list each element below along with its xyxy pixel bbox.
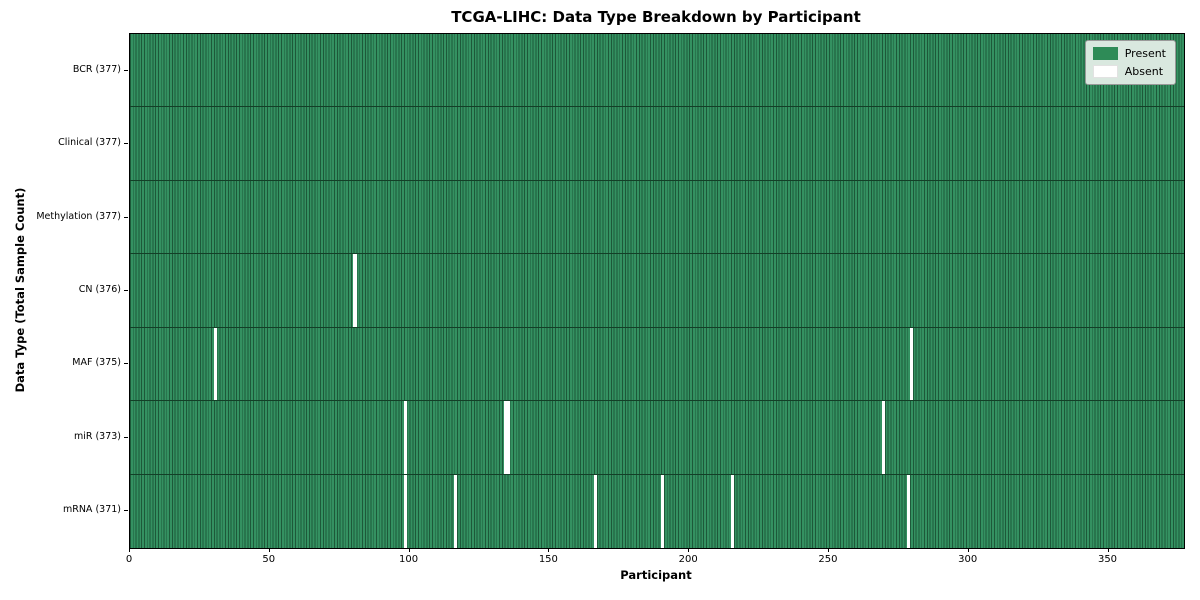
absent-marker bbox=[660, 474, 665, 548]
present-swatch-icon bbox=[1092, 47, 1118, 60]
x-tick-label: 100 bbox=[399, 554, 419, 565]
x-tick-label: 250 bbox=[818, 554, 838, 565]
x-tick-label: 150 bbox=[538, 554, 558, 565]
absent-marker bbox=[907, 474, 911, 548]
absent-marker bbox=[881, 401, 886, 474]
plot-area bbox=[129, 33, 1185, 549]
y-tick-label: Methylation (377) bbox=[36, 210, 121, 222]
y-tick-mark bbox=[124, 510, 128, 512]
legend-label-present: Present bbox=[1124, 47, 1166, 60]
absent-marker bbox=[507, 401, 511, 474]
absent-marker bbox=[504, 401, 508, 474]
absent-marker bbox=[593, 474, 598, 548]
y-tick-mark bbox=[124, 436, 128, 438]
x-tick-mark bbox=[268, 548, 270, 552]
y-tick-mark bbox=[124, 363, 128, 365]
x-tick-label: 300 bbox=[958, 554, 978, 565]
y-tick-label: miR (373) bbox=[73, 430, 121, 442]
heatmap-row-Methylation bbox=[130, 180, 1184, 255]
x-tick-mark bbox=[688, 548, 690, 552]
chart-title: TCGA-LIHC: Data Type Breakdown by Partic… bbox=[451, 8, 861, 26]
legend-item-absent: Absent bbox=[1092, 65, 1166, 78]
heatmap-row-BCR bbox=[130, 34, 1184, 108]
absent-marker bbox=[353, 254, 357, 327]
y-tick-label: mRNA (371) bbox=[62, 504, 121, 516]
y-tick-mark bbox=[124, 216, 128, 218]
absent-swatch-icon bbox=[1092, 65, 1118, 78]
x-tick-mark bbox=[129, 548, 130, 552]
x-tick-label: 50 bbox=[262, 554, 276, 565]
absent-marker bbox=[403, 401, 407, 474]
absent-marker bbox=[454, 474, 458, 548]
legend-item-present: Present bbox=[1092, 47, 1166, 60]
x-tick-mark bbox=[408, 548, 410, 552]
x-tick-mark bbox=[1107, 548, 1109, 552]
y-tick-label: Clinical (377) bbox=[58, 137, 121, 149]
y-tick-mark bbox=[124, 290, 128, 291]
absent-marker bbox=[730, 474, 735, 548]
y-tick-mark bbox=[124, 69, 128, 71]
y-tick-mark bbox=[124, 143, 128, 145]
x-tick-label: 350 bbox=[1097, 554, 1118, 565]
absent-marker bbox=[403, 474, 407, 548]
absent-marker bbox=[213, 327, 217, 401]
x-tick-label: 200 bbox=[678, 554, 698, 565]
y-tick-label: CN (376) bbox=[78, 284, 121, 295]
heatmap-row-CN bbox=[130, 254, 1184, 328]
x-tick-mark bbox=[548, 548, 550, 552]
x-tick-label: 0 bbox=[125, 554, 133, 565]
heatmap-row-MAF bbox=[130, 327, 1184, 402]
x-tick-mark bbox=[827, 548, 829, 552]
y-tick-label: MAF (375) bbox=[72, 357, 121, 369]
heatmap-row-mRNA bbox=[130, 474, 1184, 548]
x-tick-mark bbox=[967, 548, 969, 552]
y-tick-label: BCR (377) bbox=[72, 63, 121, 75]
legend-label-absent: Absent bbox=[1124, 65, 1164, 78]
x-axis-label: Participant bbox=[620, 568, 692, 582]
heatmap-row-miR bbox=[130, 401, 1184, 475]
heatmap-row-Clinical bbox=[130, 107, 1184, 181]
absent-marker bbox=[909, 327, 913, 401]
legend: Present Absent bbox=[1084, 40, 1176, 85]
